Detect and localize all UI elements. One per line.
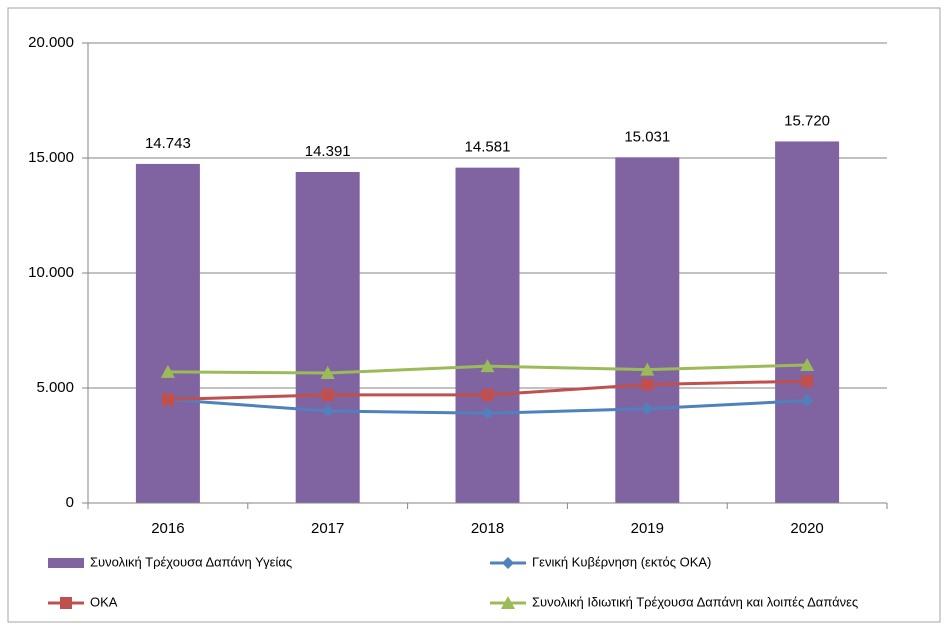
bar — [455, 167, 520, 503]
line-marker — [800, 358, 815, 371]
y-tick-label: 15.000 — [28, 149, 74, 166]
bar — [295, 172, 360, 503]
data-label: 15.720 — [784, 112, 830, 129]
x-tick-label: 2016 — [151, 520, 184, 537]
line-marker — [321, 388, 334, 401]
line-marker — [801, 375, 814, 388]
bar — [615, 157, 680, 504]
line-marker — [320, 366, 335, 380]
y-tick-label: 5.000 — [36, 379, 74, 396]
line-marker — [481, 388, 494, 401]
legend-label: ΟΚΑ — [90, 594, 118, 609]
line-marker — [801, 394, 814, 407]
y-tick-label: 10.000 — [28, 264, 74, 281]
line-marker — [60, 597, 72, 609]
bar — [135, 163, 200, 503]
data-label: 14.743 — [145, 135, 191, 152]
line-marker — [641, 402, 654, 415]
data-label: 14.581 — [465, 139, 511, 156]
x-tick-label: 2019 — [631, 520, 664, 537]
legend-label: Συνολική Ιδιωτική Τρέχουσα Δαπάνη και λο… — [532, 594, 858, 609]
line-marker — [161, 393, 174, 406]
line-marker — [160, 364, 175, 378]
y-tick-label: 0 — [66, 494, 74, 511]
legend-label: Συνολική Τρέχουσα Δαπάνη Υγείας — [90, 554, 292, 569]
line-marker — [640, 362, 655, 376]
data-label: 14.391 — [305, 143, 351, 160]
line-marker — [502, 557, 514, 569]
y-tick-label: 20.000 — [28, 34, 74, 51]
data-label: 15.031 — [624, 128, 670, 145]
legend-label: Γενική Κυβέρνηση (εκτός ΟΚΑ) — [532, 554, 711, 569]
line-marker — [321, 405, 334, 417]
line-marker — [481, 407, 494, 420]
line-marker — [641, 378, 654, 391]
x-tick-label: 2018 — [471, 520, 504, 537]
legend-swatch — [48, 558, 84, 568]
line-marker — [501, 596, 515, 609]
x-tick-label: 2017 — [311, 520, 344, 537]
line-marker — [480, 359, 495, 373]
x-tick-label: 2020 — [790, 520, 823, 537]
bar — [775, 141, 840, 503]
